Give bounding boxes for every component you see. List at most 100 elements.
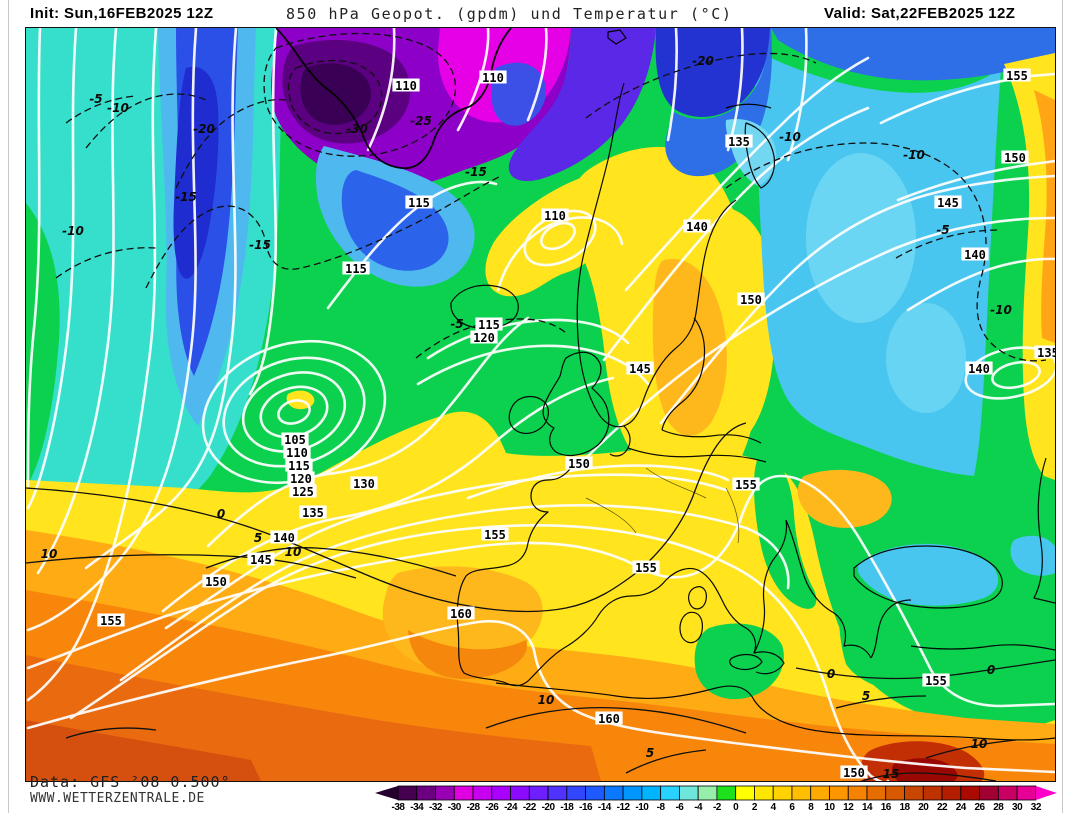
- svg-text:-28: -28: [467, 802, 481, 813]
- svg-text:-15: -15: [249, 238, 271, 252]
- svg-text:-32: -32: [429, 802, 443, 813]
- svg-text:115: 115: [478, 318, 500, 332]
- svg-text:0: 0: [987, 663, 995, 677]
- svg-text:10: 10: [538, 693, 555, 707]
- data-source-text: Data: GFS ²08 0.500°: [30, 773, 231, 791]
- svg-text:2: 2: [752, 802, 758, 813]
- svg-text:5: 5: [862, 689, 870, 703]
- svg-text:24: 24: [956, 802, 967, 813]
- svg-text:-10: -10: [779, 130, 801, 144]
- svg-text:150: 150: [1004, 151, 1026, 165]
- svg-text:-5: -5: [450, 317, 463, 331]
- svg-text:-30: -30: [346, 122, 368, 136]
- svg-text:-24: -24: [504, 802, 518, 813]
- svg-text:160: 160: [598, 712, 620, 726]
- coastlines: [275, 28, 1055, 741]
- svg-text:-20: -20: [542, 802, 556, 813]
- svg-text:-10: -10: [107, 101, 129, 115]
- valid-time-text: Valid: Sat,22FEB2025 12Z: [824, 5, 1016, 22]
- svg-text:135: 135: [728, 135, 750, 149]
- svg-text:16: 16: [881, 802, 892, 813]
- svg-text:150: 150: [568, 457, 590, 471]
- svg-text:140: 140: [273, 531, 295, 545]
- temperature-value-labels: -5 -10 -20 -15 -15 -10 -30 -25 -15 -20 -10 -10 -5 -10…: [41, 54, 1012, 781]
- site-url-text: WWW.WETTERZENTRALE.DE: [30, 791, 205, 806]
- right-border-artifact: [1062, 0, 1063, 813]
- svg-text:105: 105: [284, 433, 306, 447]
- svg-text:155: 155: [735, 478, 757, 492]
- svg-text:-10: -10: [903, 148, 925, 162]
- svg-text:-10: -10: [635, 802, 649, 813]
- svg-text:140: 140: [964, 248, 986, 262]
- svg-text:15: 15: [883, 767, 900, 781]
- svg-text:-15: -15: [175, 190, 197, 204]
- svg-text:-20: -20: [193, 122, 215, 136]
- svg-text:145: 145: [250, 553, 272, 567]
- svg-text:150: 150: [205, 575, 227, 589]
- svg-text:-10: -10: [990, 303, 1012, 317]
- svg-text:20: 20: [918, 802, 929, 813]
- svg-text:-6: -6: [675, 802, 684, 813]
- svg-text:0: 0: [733, 802, 739, 813]
- svg-text:155: 155: [635, 561, 657, 575]
- svg-text:140: 140: [968, 362, 990, 376]
- svg-text:150: 150: [843, 766, 865, 780]
- temperature-shading: [26, 28, 1055, 781]
- svg-text:110: 110: [286, 446, 308, 460]
- svg-text:30: 30: [1012, 802, 1023, 813]
- svg-text:5: 5: [254, 531, 262, 545]
- svg-text:-2: -2: [713, 802, 722, 813]
- svg-text:-14: -14: [598, 802, 612, 813]
- svg-text:12: 12: [843, 802, 854, 813]
- svg-text:26: 26: [974, 802, 985, 813]
- svg-text:-4: -4: [694, 802, 703, 813]
- svg-text:110: 110: [482, 71, 504, 85]
- svg-text:-5: -5: [89, 92, 102, 106]
- svg-text:140: 140: [686, 220, 708, 234]
- svg-text:14: 14: [862, 802, 873, 813]
- svg-text:120: 120: [473, 331, 495, 345]
- svg-text:150: 150: [740, 293, 762, 307]
- init-time-text: Init: Sun,16FEB2025 12Z: [30, 5, 214, 22]
- svg-text:155: 155: [925, 674, 947, 688]
- svg-text:10: 10: [41, 547, 58, 561]
- svg-text:120: 120: [290, 472, 312, 486]
- svg-text:-15: -15: [465, 165, 487, 179]
- svg-text:-30: -30: [448, 802, 462, 813]
- svg-text:0: 0: [217, 507, 225, 521]
- svg-text:22: 22: [937, 802, 948, 813]
- svg-text:115: 115: [408, 196, 430, 210]
- svg-text:-8: -8: [657, 802, 666, 813]
- geopotential-contours: [26, 28, 1055, 781]
- svg-text:135: 135: [302, 506, 324, 520]
- svg-text:10: 10: [824, 802, 835, 813]
- svg-text:145: 145: [629, 362, 651, 376]
- svg-text:-26: -26: [485, 802, 499, 813]
- svg-text:-12: -12: [617, 802, 631, 813]
- weather-map-frame: -5 -10 -20 -15 -15 -10 -30 -25 -15 -20 -10 -10 -5 -10…: [25, 27, 1056, 782]
- svg-text:145: 145: [937, 196, 959, 210]
- svg-text:135: 135: [1037, 346, 1055, 360]
- svg-text:155: 155: [1006, 69, 1028, 83]
- svg-text:-22: -22: [523, 802, 537, 813]
- svg-text:110: 110: [395, 79, 417, 93]
- svg-text:8: 8: [808, 802, 814, 813]
- chart-title: 850 hPa Geopot. (gpdm) und Temperatur (°…: [286, 5, 733, 23]
- svg-text:160: 160: [450, 607, 472, 621]
- svg-text:-34: -34: [410, 802, 424, 813]
- svg-text:5: 5: [646, 746, 654, 760]
- left-border-artifact: [8, 0, 9, 813]
- svg-text:130: 130: [353, 477, 375, 491]
- geopotential-value-labels: 1101101151101351401151501151201451551501…: [97, 68, 1055, 780]
- svg-text:-5: -5: [936, 223, 949, 237]
- svg-text:-25: -25: [410, 114, 432, 128]
- svg-text:115: 115: [345, 262, 367, 276]
- svg-text:10: 10: [971, 737, 988, 751]
- svg-text:155: 155: [100, 614, 122, 628]
- svg-text:-38: -38: [392, 802, 406, 813]
- weather-map: -5 -10 -20 -15 -15 -10 -30 -25 -15 -20 -10 -10 -5 -10…: [26, 28, 1055, 781]
- svg-text:-16: -16: [579, 802, 593, 813]
- svg-text:-18: -18: [560, 802, 574, 813]
- svg-text:32: 32: [1031, 802, 1042, 813]
